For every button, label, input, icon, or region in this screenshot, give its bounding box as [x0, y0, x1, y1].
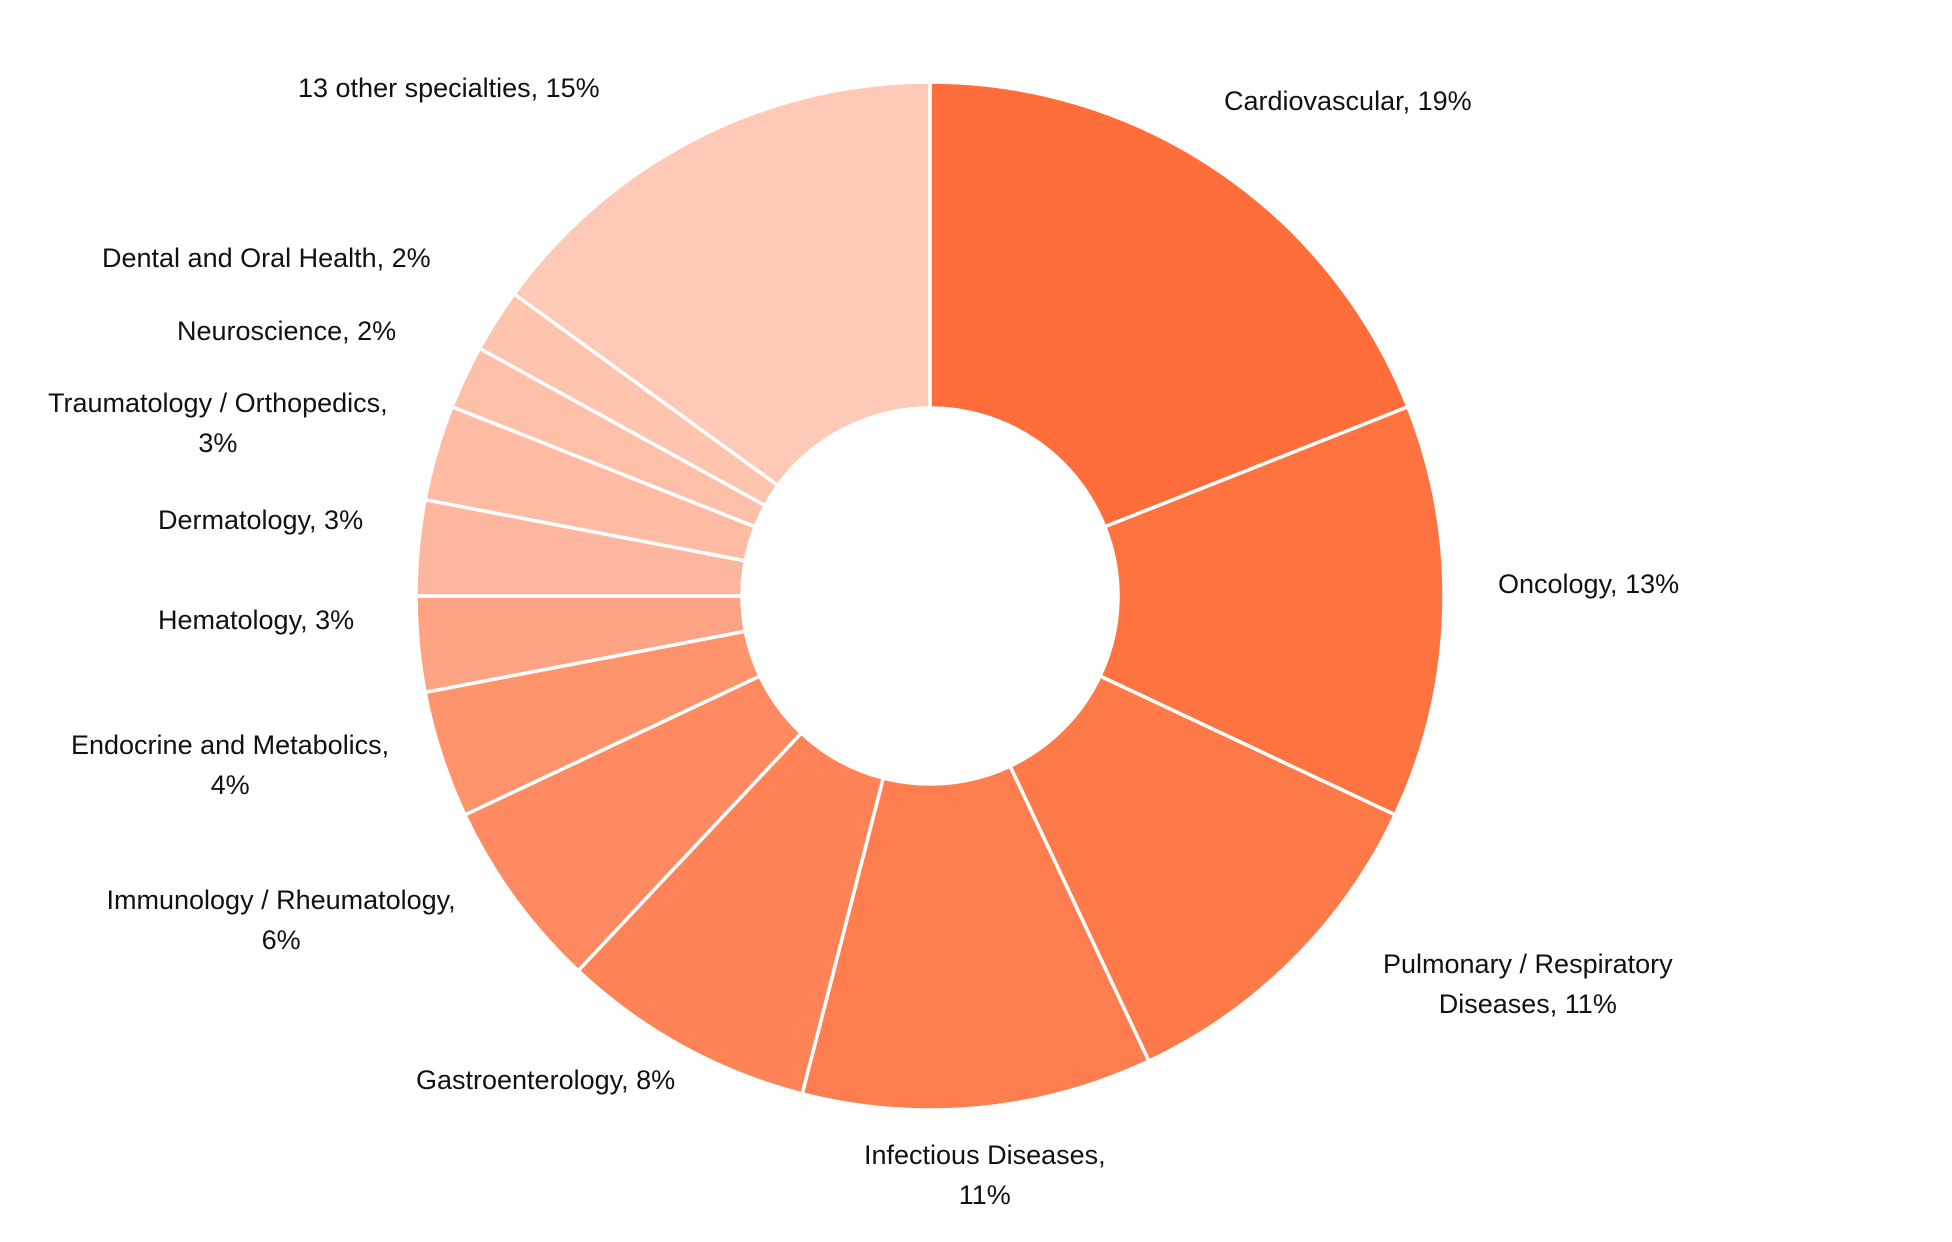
- slice-label-line: 13 other specialties, 15%: [298, 73, 600, 103]
- slice-label: 13 other specialties, 15%: [298, 68, 600, 108]
- slice-label-line: Dental and Oral Health, 2%: [102, 243, 431, 273]
- slice-label: Cardiovascular, 19%: [1224, 81, 1472, 121]
- slice-label-line: 4%: [210, 770, 250, 800]
- slice-label: Immunology / Rheumatology, 6%: [107, 880, 456, 960]
- slice-label-line: Hematology, 3%: [158, 605, 355, 635]
- slice-label: Dental and Oral Health, 2%: [102, 238, 431, 278]
- slice-label-line: Endocrine and Metabolics,: [71, 730, 390, 760]
- slice-label-line: Diseases, 11%: [1438, 989, 1617, 1019]
- slice-label: Dermatology, 3%: [158, 500, 363, 540]
- slice-label: Oncology, 13%: [1498, 564, 1679, 604]
- slice-label: Pulmonary / Respiratory Diseases, 11%: [1383, 944, 1673, 1024]
- slice-label-line: Oncology, 13%: [1498, 569, 1680, 599]
- slice-label-line: Infectious Diseases,: [864, 1140, 1106, 1170]
- slice-label-line: Pulmonary / Respiratory: [1383, 949, 1673, 979]
- slice-pulmonary-respiratory-diseases: [1007, 673, 1398, 1064]
- slice-label-line: 11%: [958, 1180, 1011, 1210]
- slice-label-line: Neuroscience, 2%: [177, 316, 397, 346]
- slice-label-line: Cardiovascular, 19%: [1224, 86, 1472, 116]
- slice-label: Neuroscience, 2%: [177, 311, 396, 351]
- slice-label-line: Dermatology, 3%: [158, 505, 364, 535]
- slice-oncology: [1097, 404, 1446, 818]
- slice-label-line: 6%: [261, 925, 301, 955]
- slice-label: Infectious Diseases, 11%: [864, 1135, 1106, 1215]
- slice-label: Traumatology / Orthopedics, 3%: [48, 383, 388, 463]
- slice-label-line: Immunology / Rheumatology,: [106, 885, 456, 915]
- slice-infectious-diseases: [800, 763, 1152, 1112]
- slice-13-other-specialties: [511, 80, 932, 488]
- slice-label: Gastroenterology, 8%: [416, 1060, 675, 1100]
- slice-gastroenterology: [575, 730, 886, 1096]
- slice-label: Hematology, 3%: [158, 600, 354, 640]
- slice-label: Endocrine and Metabolics, 4%: [71, 725, 389, 805]
- slice-cardiovascular: [928, 80, 1411, 530]
- slice-label-line: Traumatology / Orthopedics,: [48, 388, 388, 418]
- slice-label-line: 3%: [198, 428, 238, 458]
- slice-label-line: Gastroenterology, 8%: [416, 1065, 676, 1095]
